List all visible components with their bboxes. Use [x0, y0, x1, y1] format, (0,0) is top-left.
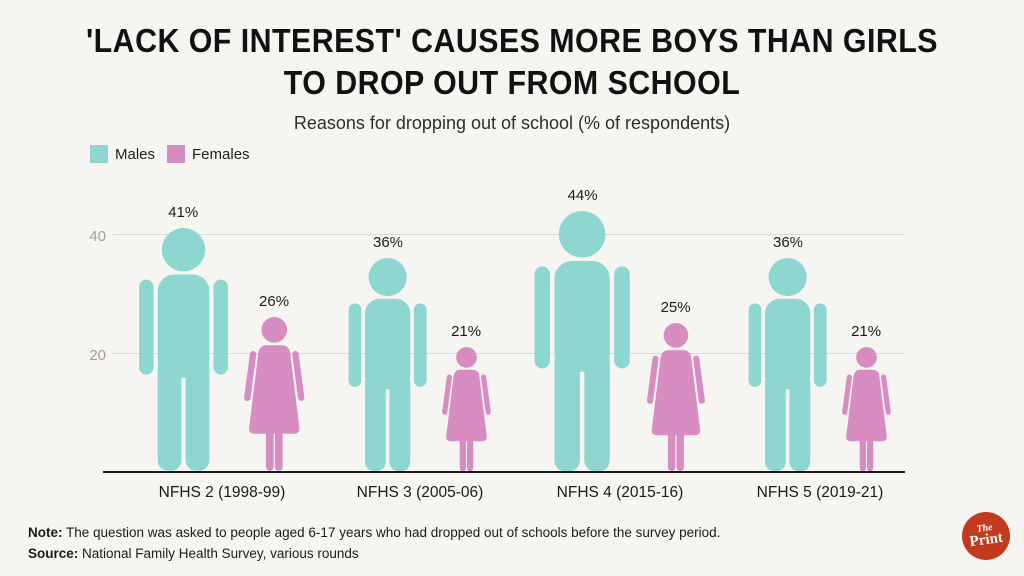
legend: Males Females: [90, 145, 250, 163]
logo-line-print: Print: [968, 529, 1005, 551]
footer-notes: Note: The question was asked to people a…: [28, 522, 720, 564]
value-label: 36%: [772, 233, 804, 251]
theprint-logo: The Print: [962, 512, 1010, 560]
chart-subtitle: Reasons for dropping out of school (% of…: [293, 113, 731, 133]
figure-group: 41% 26%: [112, 204, 332, 471]
value-label: 44%: [567, 186, 598, 204]
gridline-20: [113, 352, 905, 354]
male-person-icon: [745, 258, 830, 471]
male-figure: 44%: [530, 187, 634, 471]
female-person-icon: [438, 347, 495, 471]
male-person-icon: [530, 211, 634, 471]
source-text: National Family Health Survey, various r…: [78, 546, 359, 561]
figure-group: 36% 21%: [310, 234, 530, 471]
value-label: 41%: [168, 204, 199, 222]
page-title: 'LACK OF INTEREST' CAUSES MORE BOYS THAN…: [41, 20, 983, 104]
female-figure: 25%: [642, 299, 710, 471]
value-label: 25%: [660, 299, 691, 316]
category-label: NFHS 5 (2019-21): [756, 484, 884, 501]
source-label: Source:: [28, 546, 79, 561]
ytick-label-20: 20: [89, 346, 106, 364]
title-line-2: TO DROP OUT FROM SCHOOL: [283, 64, 741, 101]
value-label: 21%: [851, 322, 882, 340]
figure-group: 36% 21%: [710, 234, 930, 471]
note-label: Note:: [28, 525, 63, 540]
note-line: Note: The question was asked to people a…: [28, 522, 720, 543]
legend-swatch-males: [90, 145, 108, 163]
gridline-40: [113, 234, 905, 236]
value-label: 26%: [259, 293, 290, 311]
female-figure: 21%: [438, 323, 495, 471]
value-label: 21%: [451, 322, 482, 340]
male-figure: 36%: [345, 234, 430, 471]
male-person-icon: [345, 258, 430, 471]
value-label: 36%: [372, 233, 404, 251]
theprint-logo-text: The Print: [968, 522, 1005, 551]
female-figure: 26%: [239, 293, 310, 471]
x-axis-line: [103, 471, 905, 473]
category-label: NFHS 3 (2005-06): [356, 484, 484, 501]
legend-item-females: Females: [167, 145, 250, 163]
male-person-icon: [135, 228, 232, 471]
note-text: The question was asked to people aged 6-…: [62, 525, 721, 540]
plot-area: 20 40 41% 26% NFHS 2 (1998-99) 36% 21% NFHS 3 (…: [0, 187, 1024, 501]
figure-group: 44% 25%: [510, 187, 730, 471]
male-figure: 36%: [745, 234, 830, 471]
male-figure: 41%: [135, 204, 232, 471]
title-line-1: 'LACK OF INTEREST' CAUSES MORE BOYS THAN…: [85, 22, 938, 59]
female-person-icon: [838, 347, 895, 471]
female-person-icon: [642, 323, 710, 471]
category-label: NFHS 2 (1998-99): [158, 484, 286, 501]
category-label: NFHS 4 (2015-16): [556, 484, 684, 501]
legend-swatch-females: [167, 145, 186, 163]
female-person-icon: [239, 317, 310, 471]
legend-item-males: Males: [90, 145, 155, 163]
ytick-label-40: 40: [89, 228, 106, 246]
legend-label: Females: [192, 145, 250, 163]
female-figure: 21%: [838, 323, 895, 471]
source-line: Source: National Family Health Survey, v…: [28, 543, 720, 564]
legend-label: Males: [115, 145, 156, 163]
